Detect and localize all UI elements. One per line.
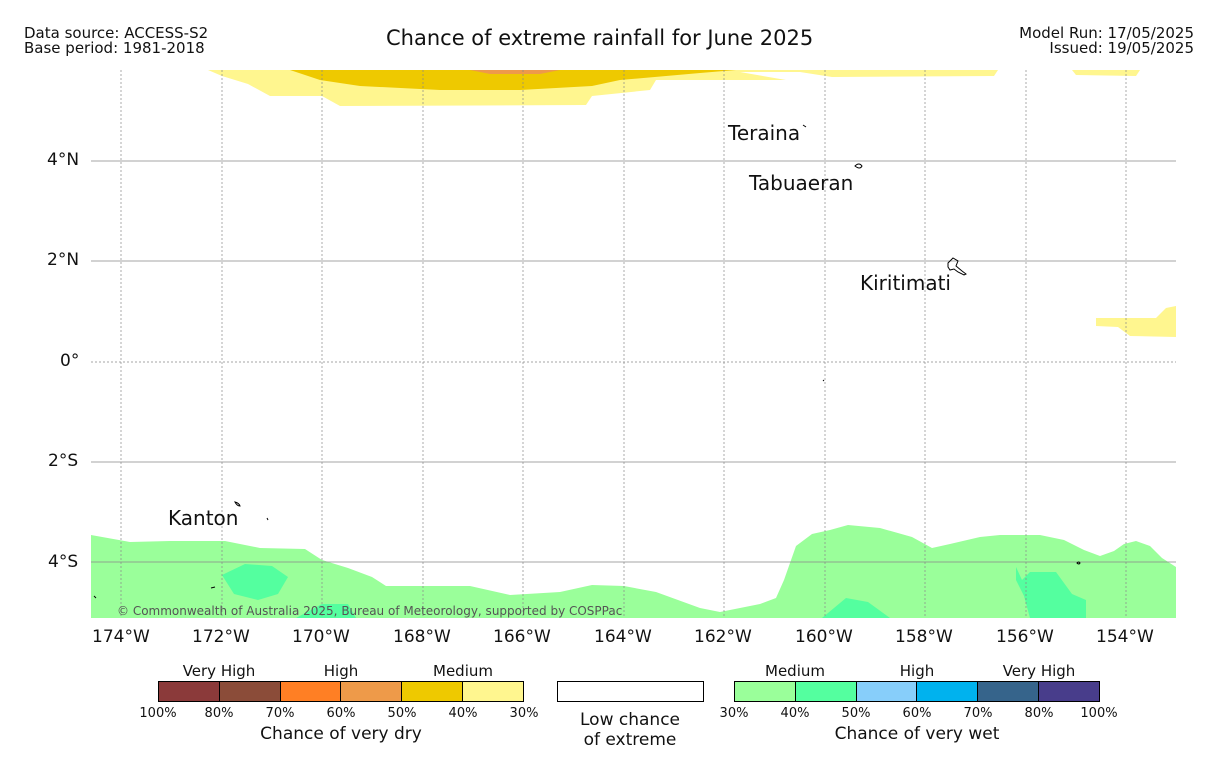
legend-wet-pct-30: 30% (719, 706, 749, 721)
small-island-d (1076, 561, 1081, 565)
legend-neutral-swatch (557, 681, 704, 702)
lon-tick-162w: 162°W (694, 627, 752, 647)
legend-dry-swatch-60-50 (341, 682, 403, 701)
lon-tick-168w: 168°W (393, 627, 451, 647)
legend-wet-swatch-40-50 (795, 682, 857, 701)
legend-wet-swatch-50-60 (856, 682, 918, 701)
lat-tick-4s: 4°S (48, 552, 79, 572)
map-title: Chance of extreme rainfall for June 2025 (386, 26, 814, 50)
data-source-label: Data source: ACCESS-S2 (24, 24, 209, 42)
legend-dry-level-very-high: Very High (182, 662, 256, 680)
legend-dry-swatch-80-70 (219, 682, 281, 701)
dry-region-30-b (1072, 70, 1140, 76)
legend-dry-swatch-70-60 (280, 682, 342, 701)
wet-region-40-mid (822, 598, 890, 618)
legend-dry-pct-70: 70% (265, 706, 295, 721)
legend-dry-colorbar (158, 681, 524, 702)
dry-region-50 (470, 70, 560, 74)
legend-dry-swatch-50-40 (402, 682, 464, 701)
legend-wet-caption: Chance of very wet (834, 724, 1000, 744)
kanton-island-outline (234, 501, 241, 507)
lat-tick-2s: 2°S (48, 451, 79, 471)
legend-neutral-caption-line2: of extreme (583, 730, 677, 750)
place-label-teraina: Teraina (728, 121, 801, 145)
model-run-label: Model Run: 17/05/2025 (1019, 24, 1194, 42)
legend-wet-level-very-high: Very High (1002, 662, 1076, 680)
legend-wet-swatch-60-70 (917, 682, 979, 701)
legend-dry-caption: Chance of very dry (260, 724, 422, 744)
legend-dry-pct-80: 80% (204, 706, 234, 721)
lon-tick-172w: 172°W (192, 627, 250, 647)
legend-wet-pct-80: 80% (1024, 706, 1054, 721)
small-island-e (822, 379, 825, 382)
lon-tick-158w: 158°W (895, 627, 953, 647)
legend-wet-level-high: High (899, 662, 935, 680)
lat-tick-2n: 2°N (47, 250, 80, 270)
place-label-tabuaeran: Tabuaeran (749, 171, 854, 195)
lat-tick-0: 0° (60, 351, 80, 371)
legend-wet-swatch-70-80 (978, 682, 1040, 701)
dry-region-40 (290, 70, 736, 90)
place-label-kiritimati: Kiritimati (860, 271, 951, 295)
legend-neutral-caption-line1: Low chance (580, 710, 680, 730)
wet-region-40-east (1016, 567, 1086, 618)
gridlines (91, 70, 1176, 618)
base-period-label: Base period: 1981-2018 (24, 39, 205, 57)
dry-region-30-east (1096, 306, 1176, 337)
legend-dry-pct-60: 60% (326, 706, 356, 721)
small-island-a (266, 517, 269, 521)
legend-dry-pct-100: 100% (139, 706, 177, 721)
legend-dry-swatch-40-30 (463, 682, 523, 701)
small-island-b (210, 586, 216, 589)
legend-wet-colorbar (734, 681, 1100, 702)
wet-region-40-south (296, 604, 356, 618)
wet-region-40-west (222, 564, 288, 600)
legend-wet-level-medium: Medium (765, 662, 825, 680)
lon-tick-166w: 166°W (493, 627, 551, 647)
legend-wet-pct-70: 70% (963, 706, 993, 721)
legend-wet-pct-40: 40% (780, 706, 810, 721)
legend-dry-pct-50: 50% (387, 706, 417, 721)
lat-tick-4n: 4°N (47, 150, 80, 170)
forecast-shading (91, 70, 1176, 618)
lon-tick-154w: 154°W (1096, 627, 1154, 647)
kiritimati-island-outline (947, 257, 967, 276)
legend-dry-level-medium: Medium (433, 662, 493, 680)
lon-tick-170w: 170°W (292, 627, 350, 647)
legend-wet-pct-60: 60% (902, 706, 932, 721)
copyright-credit: © Commonwealth of Australia 2025, Bureau… (117, 604, 623, 618)
legend-wet-pct-50: 50% (841, 706, 871, 721)
small-island-c (93, 595, 97, 599)
teraina-island-outline (802, 124, 807, 128)
legend-dry-level-high: High (323, 662, 359, 680)
place-label-kanton: Kanton (168, 506, 239, 530)
legend-wet-swatch-30-40 (735, 682, 796, 701)
islands (93, 124, 1081, 599)
lon-tick-160w: 160°W (795, 627, 853, 647)
issued-date-label: Issued: 19/05/2025 (1049, 39, 1194, 57)
lon-tick-156w: 156°W (996, 627, 1054, 647)
wet-region-30-west (91, 525, 1176, 618)
legend-dry-pct-40: 40% (448, 706, 478, 721)
legend-wet-swatch-80-100 (1039, 682, 1099, 701)
legend-dry-swatch-100-80 (159, 682, 220, 701)
legend-dry-pct-30: 30% (509, 706, 539, 721)
legend-wet-pct-100: 100% (1080, 706, 1118, 721)
tabuaeran-island-outline (854, 163, 863, 169)
lon-tick-174w: 174°W (92, 627, 150, 647)
lon-tick-164w: 164°W (594, 627, 652, 647)
